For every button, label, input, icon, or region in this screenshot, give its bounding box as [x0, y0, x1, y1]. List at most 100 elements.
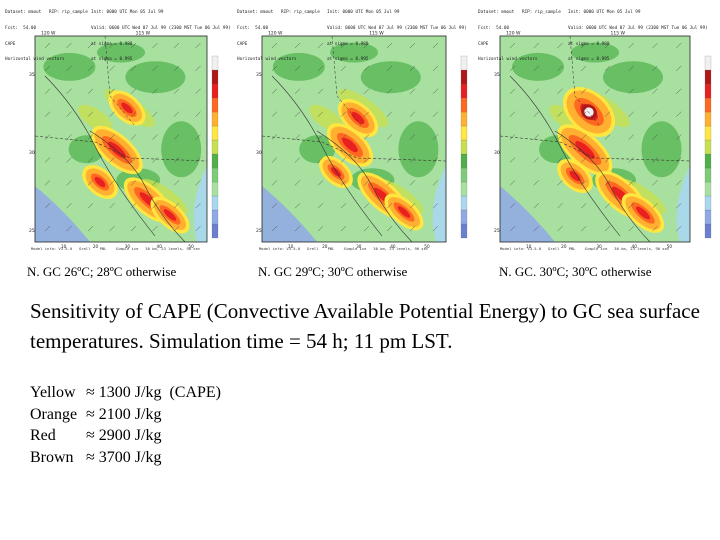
cape-contour	[575, 141, 595, 159]
wind-vector	[509, 65, 516, 72]
color-scale-swatch	[460, 83, 468, 99]
wind-vector	[557, 134, 563, 140]
cape-panel-3: Dataset: mmout RIP: rip_sample Fcst: 54.…	[478, 0, 718, 262]
wind-vector	[386, 42, 393, 49]
color-scale-swatch	[704, 97, 712, 113]
wind-vector	[628, 134, 634, 140]
wind-vector	[87, 225, 94, 232]
low-cape-region	[432, 166, 446, 242]
wind-vector	[604, 180, 611, 186]
wind-vector	[386, 157, 393, 163]
wind-vector	[44, 203, 51, 209]
wind-vector	[628, 225, 634, 232]
wind-vector	[409, 157, 416, 163]
wind-vector	[340, 42, 347, 49]
wind-vector	[66, 134, 72, 140]
wind-vector	[509, 203, 516, 209]
cape-panel-1: Dataset: mmout RIP: rip_sample Fcst: 54.…	[5, 0, 235, 262]
wind-vector	[109, 88, 115, 94]
latitude-label: 30	[256, 150, 262, 156]
wind-vector	[432, 180, 439, 186]
wind-vector	[44, 65, 51, 72]
wind-vector	[340, 65, 347, 72]
wind-vector	[44, 180, 51, 186]
wind-vector	[130, 157, 137, 163]
legend-value: ≈ 2900 J/kg	[86, 427, 162, 444]
wind-vector	[628, 42, 634, 49]
wind-vector	[604, 203, 611, 209]
cape-contour	[125, 61, 186, 94]
wind-vector	[509, 42, 516, 49]
wind-vector	[676, 42, 682, 49]
wind-vector	[363, 88, 370, 94]
header-left-line: Dataset: mmout RIP: rip_sample	[478, 10, 561, 16]
cape-contour	[107, 141, 127, 159]
color-scale-swatch	[211, 153, 219, 169]
legend-color-name: Orange	[30, 405, 78, 423]
wind-vector	[533, 225, 539, 232]
latitude-label: 25	[494, 228, 500, 234]
wind-vector	[533, 180, 539, 186]
wind-vector	[173, 225, 180, 232]
x-tick-label: 50	[424, 244, 430, 249]
cape-contour	[635, 206, 651, 220]
color-scale-swatch	[211, 139, 219, 155]
panel-caption: N. GC. 30ºC; 30ºC otherwise	[499, 264, 652, 279]
border-line	[104, 36, 136, 127]
wind-vector	[652, 225, 658, 232]
wind-vector	[363, 42, 370, 49]
cape-map: 120 W 115 W 35 30 25 10 20 30 40 50	[256, 31, 468, 249]
model-info-footer: Model info: V3.5.0 Grell PBL Simple ice …	[259, 246, 429, 251]
wind-vector	[409, 134, 416, 140]
color-scale-swatch	[704, 209, 712, 225]
header-right-line: at sigma = 0.995	[568, 57, 610, 63]
wind-vector	[409, 111, 416, 117]
wind-vector	[604, 88, 611, 94]
wind-vector	[44, 134, 51, 140]
color-scale-swatch	[704, 139, 712, 155]
wind-vector	[432, 203, 439, 209]
header-left-line: Dataset: mmout RIP: rip_sample	[237, 10, 320, 16]
wind-vector	[628, 157, 634, 163]
panel-caption: N. GC 26ºC; 28ºC otherwise	[27, 264, 177, 279]
header-right-line: Valid: 0600 UTC Wed 07 Jul 99 (2300 MST …	[91, 26, 231, 32]
color-scale-swatch	[704, 223, 712, 239]
wind-vector	[173, 203, 180, 209]
wind-vector	[173, 157, 180, 163]
low-cape-region	[676, 166, 690, 242]
wind-vector	[271, 157, 278, 163]
latitude-label: 35	[494, 72, 500, 78]
wind-vector	[409, 203, 416, 209]
longitude-label: 120 W	[268, 31, 283, 37]
x-tick-label: 50	[667, 244, 673, 249]
header-left-line: CAPE	[237, 41, 248, 47]
model-info-footer: Model info: V3.5.0 Grell PBL Simple ice …	[500, 246, 670, 251]
wind-vector	[294, 225, 301, 232]
wind-vector	[533, 157, 539, 163]
wind-vector	[317, 134, 324, 140]
wind-vector	[66, 88, 72, 94]
map-frame	[34, 35, 208, 243]
wind-vector	[195, 111, 201, 117]
cape-field	[35, 36, 207, 242]
wind-vector	[676, 225, 682, 232]
header-left-line: Dataset: mmout RIP: rip_sample	[5, 10, 88, 16]
wind-vector	[676, 134, 682, 140]
longitude-label: 115 W	[369, 31, 384, 37]
wind-vector	[581, 88, 587, 94]
header-right-line: Init: 0000 UTC Mon 05 Jul 99	[91, 10, 164, 16]
wind-vector	[386, 88, 393, 94]
wind-vector	[195, 42, 201, 49]
cape-contour	[584, 107, 594, 117]
wind-vector	[557, 180, 563, 186]
cape-contour	[571, 42, 619, 63]
color-scale-swatch	[211, 167, 219, 183]
wind-vector	[317, 180, 324, 186]
wind-vector	[340, 134, 347, 140]
wind-vector	[652, 111, 658, 117]
x-tick-label: 10	[288, 244, 294, 249]
wind-vector	[533, 65, 539, 72]
wind-vector	[409, 225, 416, 232]
cape-color-legend: Yellow ≈ 1300 J/kg (CAPE) Orange ≈ 2100 …	[30, 382, 221, 468]
wind-vector	[173, 88, 180, 94]
